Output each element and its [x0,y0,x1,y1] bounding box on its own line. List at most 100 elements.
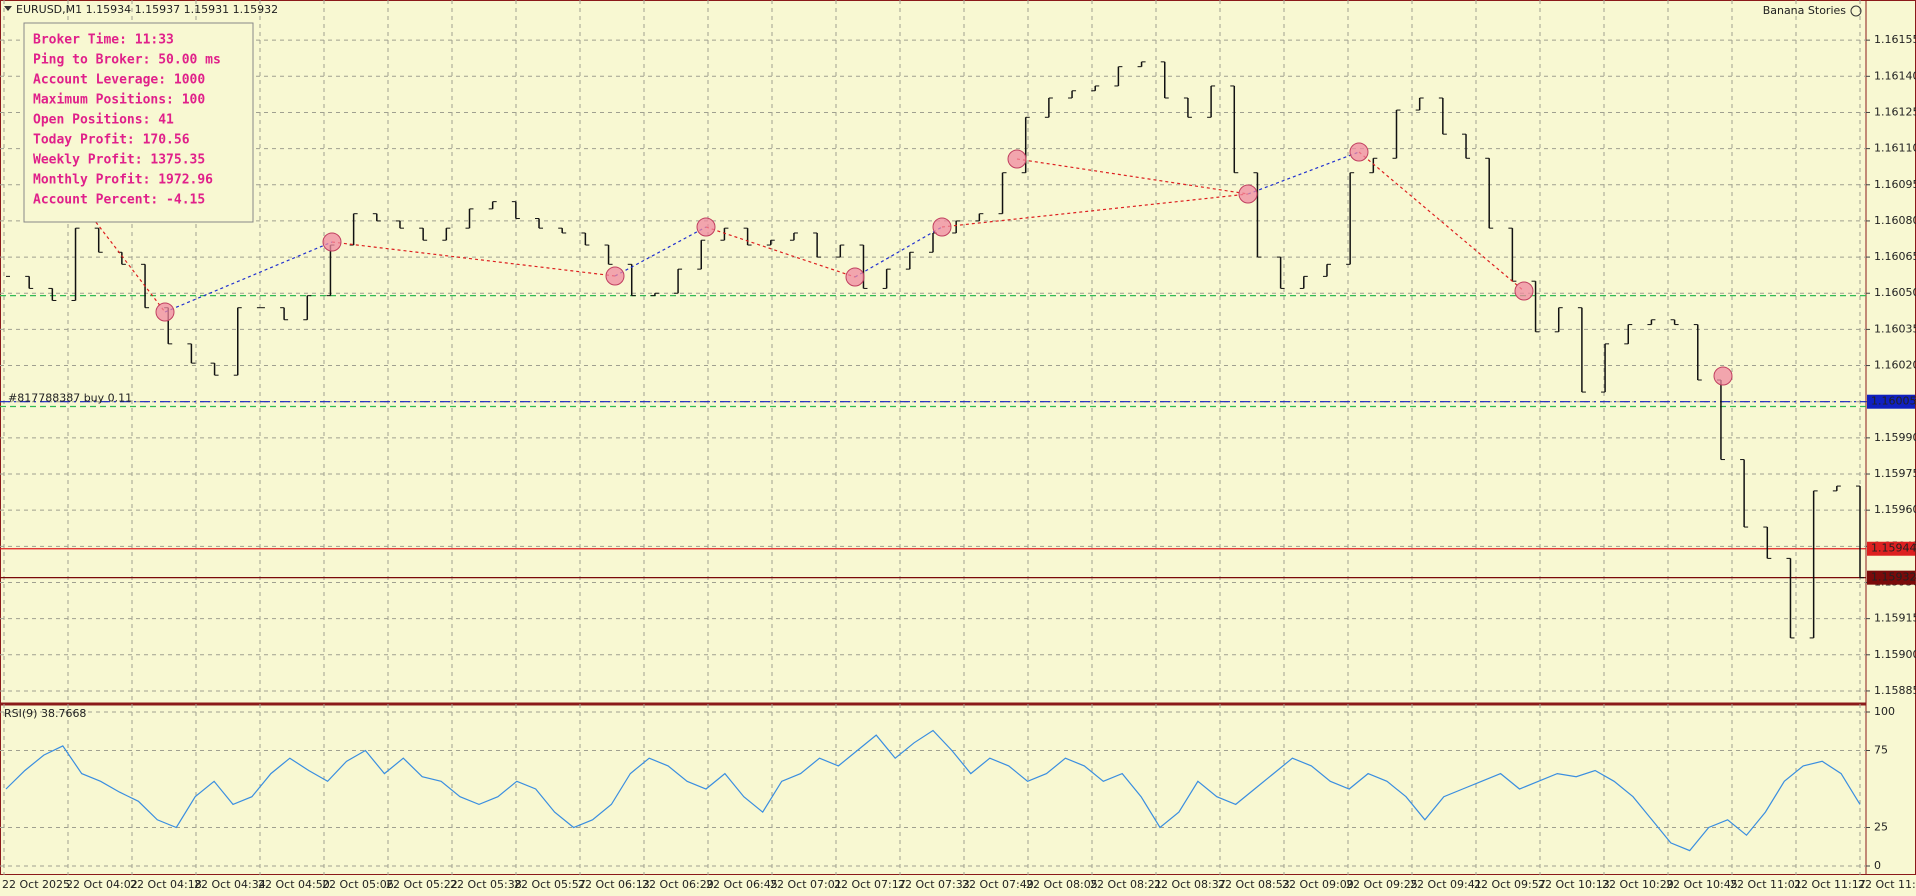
rsi-line [5,729,1861,852]
y-tick-label: 1.15900 [1874,648,1916,661]
y-tick-label: 0 [1874,859,1881,872]
x-tick-label: 22 Oct 10:13 [1538,878,1610,891]
info-panel: Broker Time: 11:33 Ping to Broker: 50.00 … [23,22,254,223]
y-tick-label: 1.16125 [1874,105,1916,118]
trade-line [705,226,856,278]
trade-marker [1713,366,1733,386]
x-tick-label: 22 Oct 09:41 [1410,878,1482,891]
y-tick-label: 1.16110 [1874,142,1916,155]
x-tick-label: 22 Oct 04:02 [66,878,138,891]
y-tick-label: 1.15885 [1874,684,1916,697]
x-tick-label: 22 Oct 06:13 [578,878,650,891]
x-tick-label: 22 Oct 10:29 [1602,878,1674,891]
x-tick-label: 22 Oct 07:01 [770,878,842,891]
trade-line [941,193,1249,228]
trade-line [1016,158,1249,195]
price-level-tag [1867,541,1915,556]
trade-line [1358,151,1525,292]
x-tick-label: 22 Oct 06:45 [706,878,778,891]
x-tick-label: 22 Oct 04:50 [258,878,330,891]
info-line: Monthly Profit: 1972.96 [33,173,213,188]
y-tick-label: 1.16065 [1874,250,1916,263]
trade-marker [845,267,865,287]
y-tick-label: 1.15915 [1874,612,1916,625]
rsi-title: RSI(9) 38.7668 [4,707,86,720]
trade-marker [1349,142,1369,162]
x-tick-label: 22 Oct 11:33 [1858,878,1916,891]
y-tick-label: 1.15975 [1874,467,1916,480]
x-tick-label: 22 Oct 08:37 [1154,878,1226,891]
symbol-info: EURUSD,M1 1.15934 1.15937 1.15931 1.1593… [16,3,278,16]
y-tick-label: 1.15990 [1874,431,1916,444]
trade-marker [932,217,952,237]
order-label: #817788387 buy 0.11 [8,392,132,405]
info-line: Broker Time: 11:33 [33,33,174,48]
trade-lines [84,151,1525,313]
x-tick-label: 22 Oct 10:45 [1666,878,1738,891]
info-line: Open Positions: 41 [33,113,174,128]
info-line: Account Leverage: 1000 [33,73,205,88]
y-tick-label: 25 [1874,821,1888,834]
brand: Banana Stories [1763,4,1847,17]
x-tick-label: 22 Oct 07:33 [898,878,970,891]
info-line: Maximum Positions: 100 [33,93,205,108]
y-tick-label: 100 [1874,705,1895,718]
trade-marker [155,302,175,322]
price-level-label: 1.16005 [1871,395,1916,408]
x-tick-label: 22 Oct 09:57 [1474,878,1546,891]
info-line: Weekly Profit: 1375.35 [33,153,205,168]
trade-marker [322,232,342,252]
trade-line [331,241,616,277]
trade-line [614,226,707,277]
x-tick-label: 22 Oct 08:53 [1218,878,1290,891]
x-tick-label: 22 Oct 11:17 [1794,878,1866,891]
y-tick-label: 1.15960 [1874,503,1916,516]
trade-line [1247,151,1360,195]
info-box [23,22,254,223]
x-tick-label: 22 Oct 05:38 [450,878,522,891]
trade-marker [696,217,716,237]
x-tick-label: 22 Oct 05:22 [386,878,458,891]
y-tick-label: 1.16020 [1874,359,1916,372]
x-tick-label: 22 Oct 09:25 [1346,878,1418,891]
x-tick-label: 22 Oct 06:29 [642,878,714,891]
price-level-tag [1867,394,1915,409]
y-tick-label: 1.16050 [1874,286,1916,299]
trade-line [164,241,333,313]
y-tick-label: 1.16095 [1874,178,1916,191]
info-line: Ping to Broker: 50.00 ms [33,53,221,68]
x-tick-label: 22 Oct 07:17 [834,878,906,891]
x-tick-label: 22 Oct 11:01 [1730,878,1802,891]
x-tick-label: 22 Oct 04:18 [130,878,202,891]
trade-marker [1238,184,1258,204]
trade-line [854,226,943,278]
x-tick-label: 22 Oct 05:06 [322,878,394,891]
x-tick-label: 22 Oct 2025 [2,878,70,891]
x-tick-label: 22 Oct 07:49 [962,878,1034,891]
trade-marker [1514,281,1534,301]
y-tick-label: 1.16080 [1874,214,1916,227]
collapse-arrow[interactable] [4,6,12,11]
trade-line [84,207,166,313]
info-line: Today Profit: 170.56 [33,133,190,148]
brand-icon [1850,5,1862,17]
trade-markers [155,142,1733,386]
x-tick-label: 22 Oct 04:34 [194,878,266,891]
price-level-label: 1.15932 [1871,571,1916,584]
info-line: Account Percent: -4.15 [33,193,205,208]
y-tick-label: 75 [1874,744,1888,757]
x-tick-label: 22 Oct 09:09 [1282,878,1354,891]
x-tick-label: 22 Oct 08:21 [1090,878,1162,891]
y-tick-label: 1.16140 [1874,69,1916,82]
y-tick-label: 1.16035 [1874,322,1916,335]
x-tick-label: 22 Oct 05:57 [514,878,586,891]
frame [0,0,1916,875]
x-tick-label: 22 Oct 08:05 [1026,878,1098,891]
price-level-label: 1.15944 [1871,542,1916,555]
trade-marker [605,266,625,286]
info-lines: Broker Time: 11:33 Ping to Broker: 50.00 … [33,33,221,208]
trade-marker [1007,149,1027,169]
